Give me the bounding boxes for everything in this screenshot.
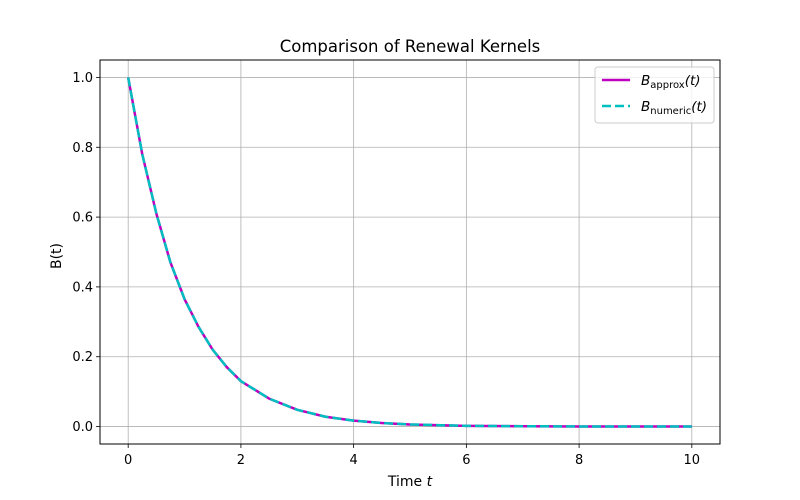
x-tick-label: 0 (124, 453, 132, 468)
x-tick-label: 4 (349, 453, 357, 468)
grid (100, 60, 720, 444)
legend-approx-sub: approx (650, 80, 685, 91)
y-tick-label: 0.8 (72, 141, 93, 156)
series-lines (126, 77, 692, 428)
plot-frame (99, 59, 721, 445)
y-tick-label: 0.4 (72, 280, 93, 295)
y-axis-ticks: 0.0 0.2 0.4 0.6 0.8 1.0 (72, 71, 100, 435)
legend-label-approx: Bapprox(t) (641, 73, 701, 91)
series-line-numeric (126, 77, 692, 428)
x-tick-label: 6 (462, 453, 470, 468)
x-axis-label: Time t (387, 474, 433, 490)
series-line-approx (126, 77, 692, 428)
y-tick-label: 1.0 (72, 71, 93, 86)
legend: Bapprox(t) Bnumeric(t) (594, 66, 715, 124)
y-tick-label: 0.6 (72, 211, 93, 226)
x-tick-label: 10 (684, 453, 701, 468)
chart-title: Comparison of Renewal Kernels (280, 37, 541, 56)
x-tick-label: 2 (237, 453, 245, 468)
legend-approx-arg: (t) (685, 73, 701, 89)
x-axis-label-variable: t (427, 474, 433, 490)
x-tick-label: 8 (575, 453, 583, 468)
legend-numeric-arg: (t) (691, 99, 707, 115)
y-tick-label: 0.0 (72, 420, 93, 435)
x-axis-ticks: 0 2 4 6 8 10 (124, 444, 700, 468)
legend-numeric-sub: numeric (650, 106, 691, 117)
legend-label-numeric: Bnumeric(t) (641, 99, 707, 117)
x-axis-label-text: Time (387, 474, 422, 490)
y-tick-label: 0.2 (72, 350, 93, 365)
legend-numeric-main: B (641, 99, 650, 115)
y-axis-label: B(t) (49, 243, 65, 269)
legend-approx-main: B (641, 73, 650, 89)
